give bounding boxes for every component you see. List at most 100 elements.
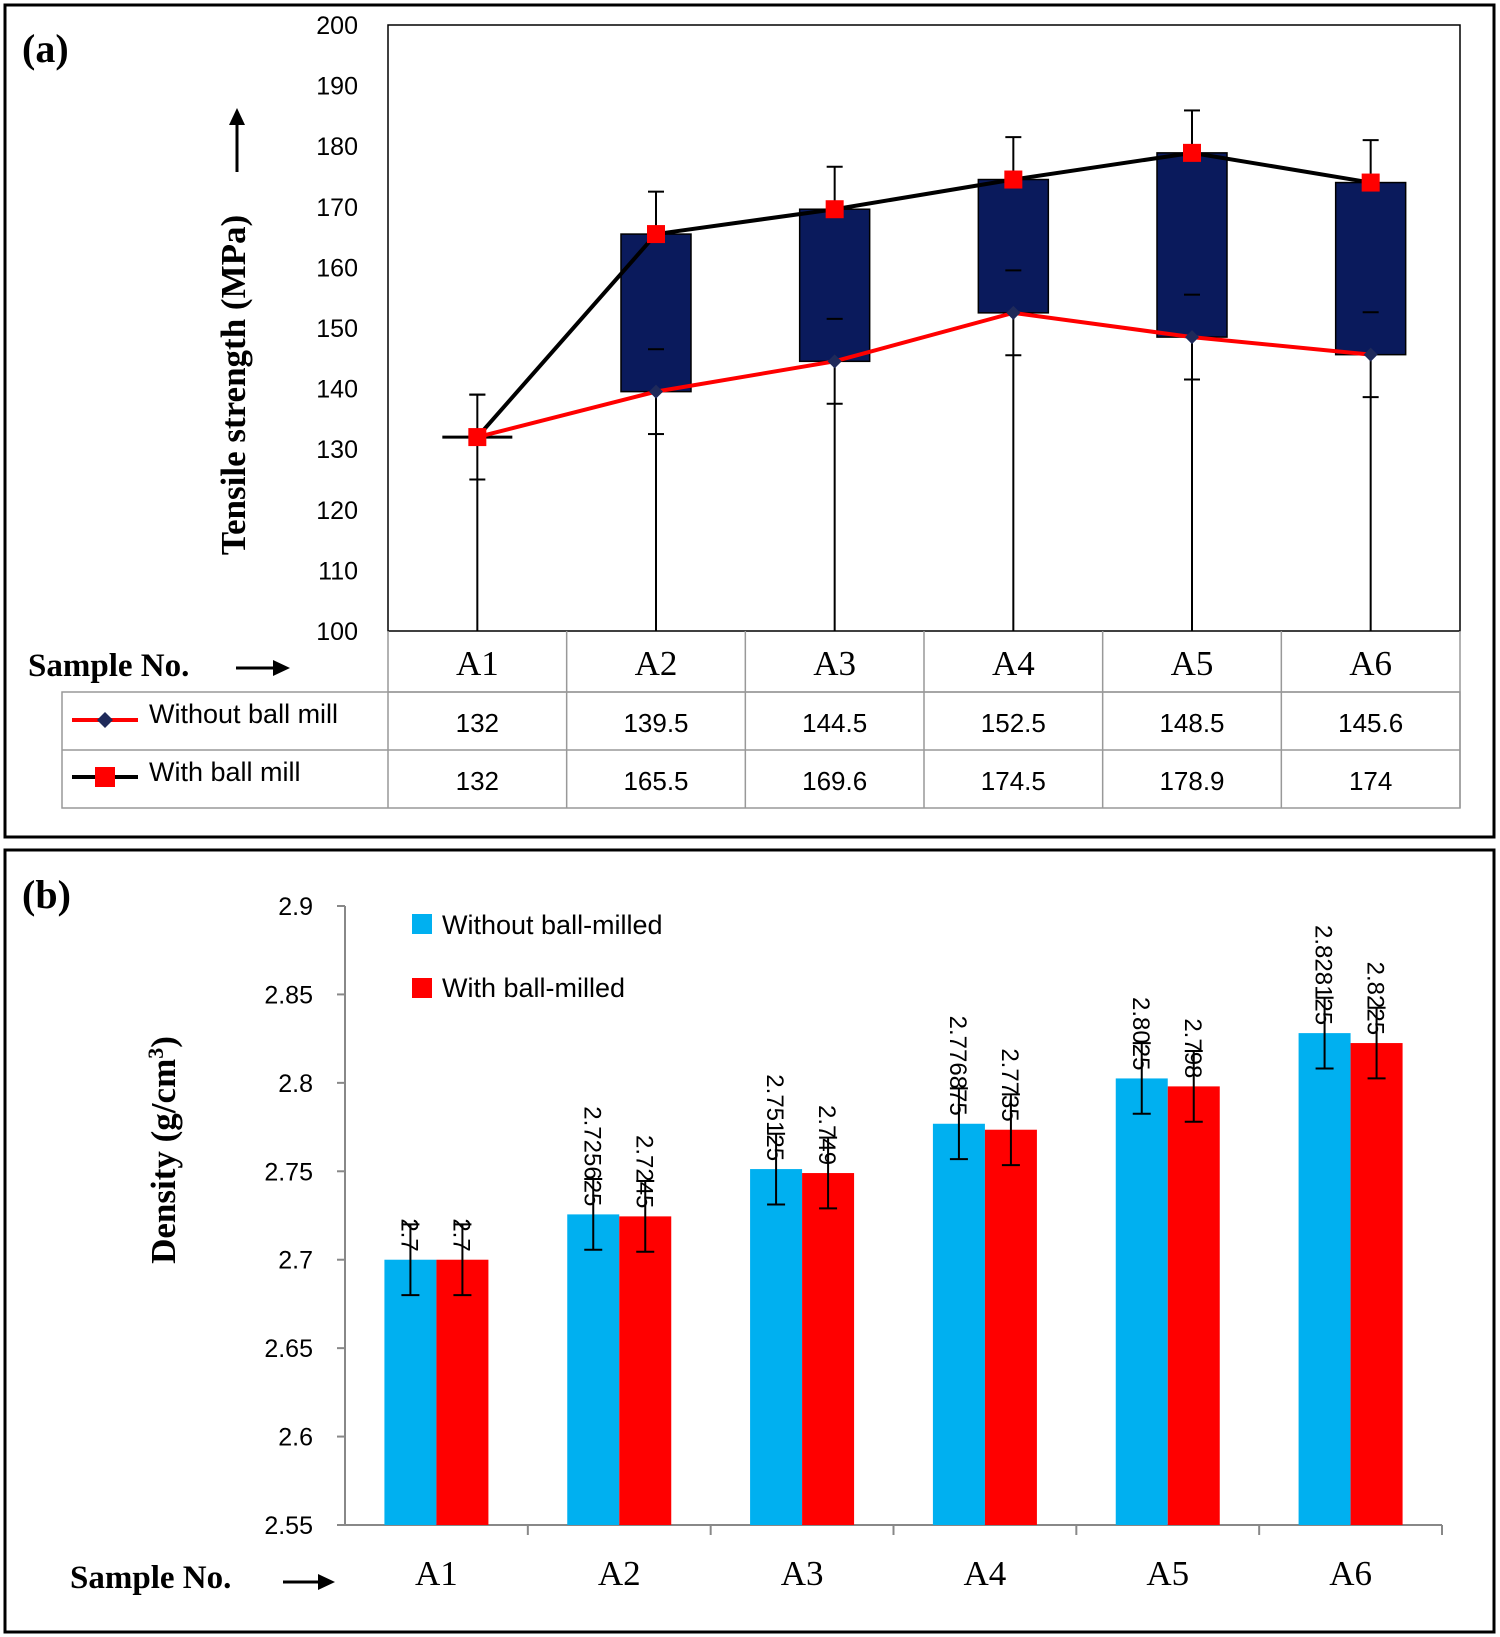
table-row-label: With ball mill <box>149 757 301 787</box>
bar-with-ball-milled <box>802 1173 855 1525</box>
x-tick-label: A2 <box>635 644 678 683</box>
data-label: 2.725625 <box>578 1106 605 1206</box>
x-tick-label: A3 <box>813 644 856 683</box>
legend-label-without: Without ball-milled <box>442 910 663 940</box>
table-cell: 152.5 <box>981 708 1046 738</box>
series-line-without-ball-mill <box>476 310 1371 440</box>
data-label: 2.828125 <box>1310 925 1337 1025</box>
y-axis-ticks-a: 100 110 120 130 140 150 160 170 180 190 200 <box>316 12 358 646</box>
panel-b-frame <box>3 848 1496 1634</box>
y-tick-label: 200 <box>316 12 358 40</box>
table-cell: 148.5 <box>1159 708 1224 738</box>
axes-b: 2.55 2.6 2.65 2.7 2.75 2.8 2.85 2.9 A1 A2 A3 A4 A5 A6 <box>264 893 1443 1593</box>
data-label: 2.7245 <box>630 1135 657 1208</box>
y-tick-label: 2.9 <box>278 893 313 921</box>
data-label: 2.798 <box>1179 1018 1206 1078</box>
marker-without-ball-mill <box>1185 330 1199 345</box>
y-tick-label: 2.85 <box>264 981 313 1009</box>
data-label: 2.7735 <box>996 1048 1023 1121</box>
y-tick-label: 2.55 <box>264 1512 313 1540</box>
bar-without-ball-milled <box>567 1214 620 1525</box>
bar-without-ball-milled <box>384 1259 437 1525</box>
series-b: 2.7 2.7 2.725625 2.7245 2.75125 2.749 2.776875… <box>384 925 1403 1525</box>
data-label: 2.7 <box>395 1218 422 1251</box>
bar-without-ball-milled <box>932 1123 985 1525</box>
legend-swatch-with <box>412 978 432 998</box>
y-tick-label: 2.8 <box>278 1070 313 1098</box>
table-cell: 132 <box>456 708 499 738</box>
x-tick-label: A1 <box>456 644 499 683</box>
table-cell: 174.5 <box>981 766 1046 796</box>
x-tick-label: A4 <box>992 644 1035 683</box>
marker-without-ball-mill <box>1006 305 1021 320</box>
table-cell: 144.5 <box>802 708 867 738</box>
table-cell: 169.6 <box>802 766 867 796</box>
right-arrow-icon <box>283 1574 335 1590</box>
legend-marker <box>97 712 113 728</box>
y-tick-label: 180 <box>316 133 358 161</box>
data-label: 2.8025 <box>1127 997 1154 1070</box>
bar-with-ball-milled <box>619 1216 672 1525</box>
data-label: 2.8225 <box>1362 962 1389 1035</box>
y-tick-label: 120 <box>316 497 358 525</box>
y-tick-label: 110 <box>318 557 358 585</box>
bar-with-ball-milled <box>1350 1043 1403 1525</box>
marker-without-ball-mill <box>649 384 663 399</box>
up-arrow-icon <box>229 108 245 172</box>
x-tick-label: A6 <box>1329 1554 1372 1593</box>
marker-without-ball-mill <box>1363 347 1378 362</box>
y-tick-label: 2.65 <box>264 1335 313 1363</box>
marker-without-ball-mill <box>827 354 842 369</box>
y-axis-label-a: Tensile strength (MPa) <box>214 215 253 555</box>
x-tick-label: A2 <box>598 1554 641 1593</box>
data-table-a: A1 A2 A3 A4 A5 A6 Without ball mill 132 139.5 144… <box>61 631 1461 809</box>
bar-with-ball-milled <box>436 1259 489 1525</box>
table-row-label: Without ball mill <box>149 699 338 729</box>
x-tick-label: A3 <box>781 1554 824 1593</box>
table-cell: 145.6 <box>1338 708 1403 738</box>
up-down-bar <box>620 233 692 393</box>
panel-b-label: (b) <box>22 872 71 917</box>
bar-with-ball-milled <box>984 1129 1037 1525</box>
marker-with-ball-mill <box>825 200 844 219</box>
legend-label-with: With ball-milled <box>442 973 625 1003</box>
marker-with-ball-mill <box>468 428 487 447</box>
series-a <box>442 109 1407 631</box>
panel-a-frame <box>3 3 1496 839</box>
x-tick-label: A5 <box>1171 644 1214 683</box>
marker-with-ball-mill <box>1361 173 1380 192</box>
x-tick-label: A1 <box>415 1554 458 1593</box>
y-tick-label: 2.75 <box>264 1158 313 1186</box>
marker-with-ball-mill <box>647 225 665 244</box>
y-tick-label: 170 <box>316 194 358 222</box>
legend-swatch-without <box>412 914 432 934</box>
table-cell: 165.5 <box>623 766 688 796</box>
x-tick-label: A4 <box>964 1554 1007 1593</box>
y-tick-label: 190 <box>316 73 358 101</box>
bar-without-ball-milled <box>750 1169 803 1525</box>
y-tick-label: 140 <box>316 376 358 404</box>
x-tick-label: A5 <box>1146 1554 1189 1593</box>
series-line-with-ball-mill <box>475 150 1371 439</box>
y-tick-label: 100 <box>316 618 358 646</box>
data-label: 2.75125 <box>761 1074 788 1161</box>
y-tick-label: 160 <box>316 254 358 282</box>
up-down-bar <box>1156 152 1228 338</box>
up-down-bar <box>1334 181 1407 356</box>
table-cell: 139.5 <box>623 708 688 738</box>
data-label: 2.7 <box>447 1218 474 1251</box>
up-down-bar <box>977 178 1050 314</box>
data-label: 2.749 <box>813 1105 840 1165</box>
bar-with-ball-milled <box>1167 1086 1220 1525</box>
y-tick-label: 2.6 <box>278 1424 313 1452</box>
x-axis-label-a: Sample No. <box>28 648 189 684</box>
x-axis-label-b: Sample No. <box>70 1560 231 1596</box>
table-cell: 174 <box>1349 766 1392 796</box>
table-cell: 178.9 <box>1159 766 1224 796</box>
marker-with-ball-mill <box>1004 170 1023 189</box>
data-label: 2.776875 <box>944 1016 971 1116</box>
plot-area-a <box>387 24 1461 632</box>
up-down-bar <box>798 208 871 363</box>
bar-without-ball-milled <box>1298 1033 1351 1525</box>
